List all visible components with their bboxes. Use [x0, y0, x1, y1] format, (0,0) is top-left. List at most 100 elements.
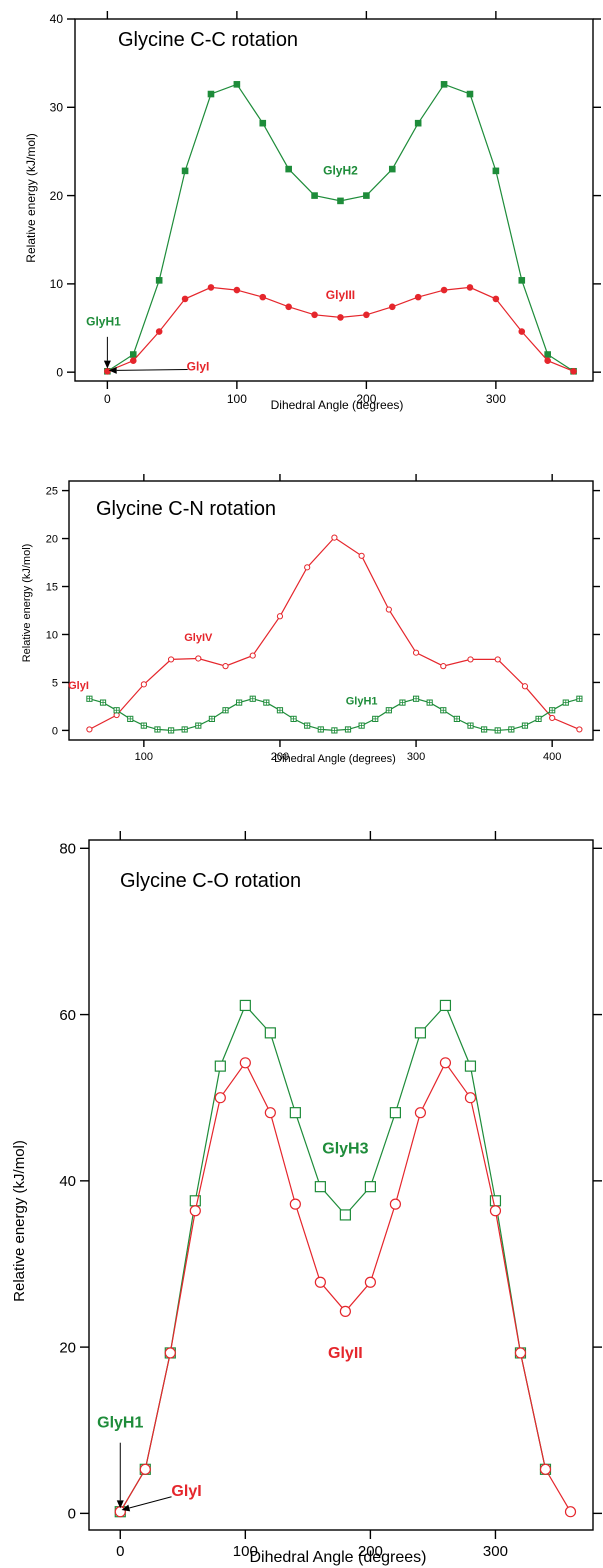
y-axis-title: Relative energy (kJ/mol)	[11, 1140, 28, 1302]
data-point	[464, 1060, 477, 1072]
data-point	[363, 311, 370, 319]
data-point	[181, 726, 188, 733]
x-tick-label: 100	[135, 751, 153, 763]
series-GlyIII	[104, 284, 577, 375]
data-point	[576, 726, 583, 733]
data-point	[339, 1209, 351, 1221]
data-point	[388, 165, 396, 173]
y-tick-label: 40	[50, 12, 64, 26]
chart-cn-rotation: Relative energy (kJ/mol) Dihedral Angle …	[21, 474, 600, 765]
series-line	[89, 536, 580, 730]
y-tick-label: 20	[50, 189, 64, 203]
y-tick-label: 20	[59, 1339, 76, 1356]
y-tick-label: 60	[59, 1007, 76, 1024]
series-GlyH3	[114, 999, 552, 1518]
y-tick-label: 20	[46, 533, 58, 545]
data-point	[440, 663, 447, 670]
x-tick-label: 0	[116, 1543, 124, 1560]
y-axis-title: Relative energy (kJ/mol)	[24, 133, 38, 262]
data-point	[372, 715, 379, 722]
y-tick-label: 40	[59, 1173, 76, 1190]
data-point	[139, 1463, 151, 1475]
data-point	[155, 328, 163, 335]
data-point	[311, 192, 318, 199]
data-point	[544, 351, 551, 358]
data-point	[564, 1506, 577, 1518]
data-point	[385, 606, 392, 613]
data-point	[426, 699, 433, 706]
data-point	[239, 999, 251, 1012]
y-tick-label: 15	[46, 581, 58, 593]
data-point	[358, 552, 365, 559]
data-point	[129, 351, 137, 358]
data-point	[414, 1107, 427, 1119]
plot-area: 0 100 200 300 0 20 40 60 80 GlyH3 GlyII GlyH1 GlyI	[59, 831, 602, 1560]
series-line	[119, 1061, 572, 1513]
series-GlyIV	[86, 534, 583, 733]
data-point	[276, 613, 284, 620]
data-point	[167, 656, 175, 663]
data-point	[440, 81, 448, 88]
annotation-label: GlyH2	[323, 163, 358, 177]
x-tick-label: 200	[358, 1543, 383, 1560]
data-point	[570, 367, 577, 375]
data-point	[239, 1057, 251, 1069]
data-point	[189, 1205, 201, 1217]
chart-title: Glycine C-N rotation	[96, 498, 276, 520]
data-point	[518, 277, 526, 284]
data-point	[414, 293, 422, 301]
data-point	[113, 707, 120, 714]
x-tick-label: 200	[356, 392, 376, 406]
data-point	[104, 367, 111, 375]
y-axis-label: Relative energy (kJ/mol)	[24, 133, 38, 262]
data-point	[492, 295, 500, 303]
annotation-label: GlyII	[328, 1345, 363, 1362]
chart-cc-rotation: Relative energy (kJ/mol) Dihedral Angle …	[24, 11, 601, 412]
x-tick-label: 200	[271, 751, 289, 763]
data-point	[290, 715, 297, 722]
data-point	[453, 715, 460, 722]
y-tick-label: 0	[52, 725, 58, 737]
data-point	[167, 727, 175, 734]
data-point	[207, 284, 215, 291]
y-tick-label: 80	[59, 841, 76, 858]
data-point	[129, 357, 137, 364]
y-axis-label: Relative energy (kJ/mol)	[11, 1140, 28, 1302]
series-line	[107, 83, 574, 372]
data-point	[399, 699, 406, 706]
plot-frame	[74, 18, 594, 382]
data-point	[86, 695, 93, 702]
annotation-arrow	[108, 366, 188, 374]
data-point	[339, 1305, 351, 1317]
data-point	[289, 1107, 301, 1119]
data-point	[467, 722, 474, 729]
data-point	[576, 695, 583, 702]
x-tick-label: 100	[233, 1543, 258, 1560]
data-point	[549, 707, 556, 714]
x-tick-label: 300	[483, 1543, 508, 1560]
x-axis-title: Dihedral Angle (degrees)	[271, 398, 404, 412]
data-point	[208, 715, 216, 722]
data-point	[314, 1181, 326, 1193]
data-point	[439, 1057, 452, 1069]
data-point	[155, 277, 163, 284]
data-point	[439, 999, 452, 1012]
data-point	[304, 564, 311, 571]
y-axis-title: Relative energy (kJ/mol)	[21, 544, 33, 663]
data-point	[412, 649, 420, 656]
data-point	[276, 707, 284, 714]
data-point	[344, 726, 352, 733]
data-point	[414, 1027, 427, 1039]
data-point	[214, 1092, 226, 1104]
data-point	[181, 167, 189, 175]
data-point	[289, 1198, 301, 1210]
data-point	[544, 357, 551, 364]
data-point	[385, 707, 392, 714]
data-point	[494, 656, 501, 663]
series-line	[119, 1004, 547, 1513]
data-point	[363, 192, 370, 199]
data-point	[285, 165, 292, 173]
data-point	[364, 1276, 376, 1288]
y-tick-label: 30	[50, 100, 64, 114]
data-point	[164, 1347, 176, 1359]
